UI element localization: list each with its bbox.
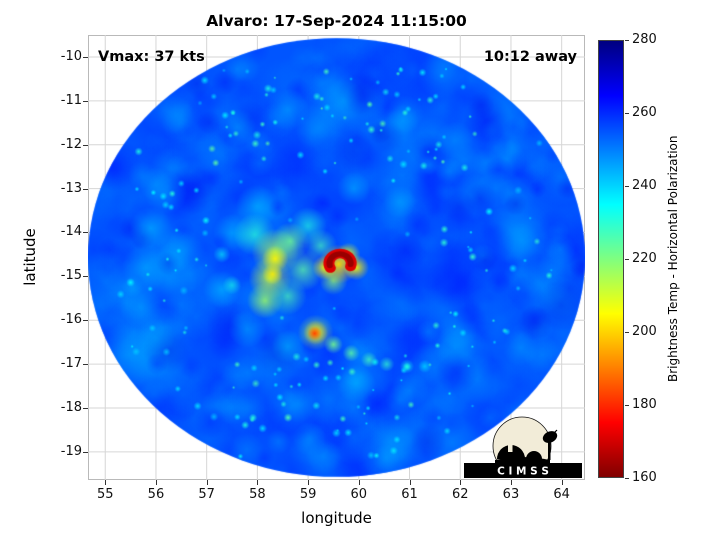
- colorbar-tick-mark: [625, 40, 629, 41]
- y-axis-label: latitude: [21, 228, 39, 286]
- x-tick-label: 60: [350, 487, 368, 502]
- y-tick-label: -11: [60, 92, 82, 108]
- cimss-logo: C I M S S: [464, 416, 582, 478]
- y-tick-mark: [83, 100, 88, 102]
- x-tick-mark: [409, 480, 411, 485]
- colorbar-tick-mark: [625, 259, 629, 260]
- x-tick-mark: [155, 480, 157, 485]
- colorbar-tick-label: 200: [632, 324, 657, 339]
- x-tick-mark: [460, 480, 462, 485]
- x-tick-mark: [257, 480, 259, 485]
- y-tick-mark: [83, 320, 88, 322]
- x-tick-mark: [308, 480, 310, 485]
- x-tick-label: 58: [249, 487, 266, 502]
- x-tick-mark: [510, 480, 512, 485]
- y-tick-mark: [83, 408, 88, 410]
- cimss-logo-banner: [464, 463, 582, 478]
- antenna-tower-icon: [548, 442, 551, 460]
- x-tick-label: 63: [502, 487, 520, 502]
- y-tick-mark: [83, 364, 88, 366]
- y-tick-label: -15: [60, 268, 82, 284]
- vmax-annotation: Vmax: 37 kts: [98, 49, 205, 65]
- x-tick-label: 62: [451, 487, 469, 502]
- colorbar-tick-mark: [625, 332, 629, 333]
- x-tick-mark: [105, 480, 107, 485]
- y-tick-mark: [83, 144, 88, 146]
- colorbar: [598, 40, 624, 478]
- y-tick-label: -18: [60, 400, 82, 416]
- x-tick-label: 57: [198, 487, 215, 502]
- colorbar-tick-label: 280: [632, 32, 657, 47]
- y-tick-label: -13: [60, 180, 82, 196]
- y-tick-mark: [83, 188, 88, 190]
- dome-slit: [508, 443, 513, 452]
- y-tick-label: -17: [60, 356, 82, 372]
- colorbar-tick-label: 160: [632, 470, 657, 485]
- colorbar-tick-label: 240: [632, 178, 657, 193]
- colorbar-tick-label: 260: [632, 105, 657, 120]
- y-tick-mark: [83, 56, 88, 58]
- small-dome-icon: [526, 451, 542, 459]
- x-tick-label: 59: [299, 487, 317, 502]
- x-tick-label: 61: [401, 487, 418, 502]
- y-tick-mark: [83, 451, 88, 453]
- colorbar-tick-mark: [625, 405, 629, 406]
- time-offset-annotation: 10:12 away: [483, 49, 577, 65]
- page-title: Alvaro: 17-Sep-2024 11:15:00: [206, 12, 467, 30]
- x-tick-mark: [358, 480, 360, 485]
- colorbar-tick-label: 180: [632, 397, 657, 412]
- colorbar-tick-label: 220: [632, 251, 657, 266]
- y-tick-label: -12: [60, 136, 82, 152]
- satellite-heatmap-canvas: [88, 35, 585, 480]
- colorbar-label: Brightness Temp - Horizontal Polarizatio…: [666, 135, 680, 383]
- x-tick-label: 56: [147, 487, 165, 502]
- y-tick-label: -10: [60, 48, 82, 64]
- colorbar-tick-mark: [625, 478, 629, 479]
- x-tick-mark: [206, 480, 208, 485]
- x-tick-label: 55: [96, 487, 114, 502]
- y-tick-mark: [83, 232, 88, 234]
- colorbar-tick-mark: [625, 186, 629, 187]
- y-tick-label: -16: [60, 312, 82, 328]
- y-tick-label: -19: [60, 443, 82, 459]
- x-tick-label: 64: [553, 487, 570, 502]
- y-tick-mark: [83, 276, 88, 278]
- x-axis-label: longitude: [301, 509, 372, 527]
- dish-feed-line: [549, 429, 558, 438]
- y-tick-label: -14: [60, 224, 82, 240]
- cimss-logo-text: C I M S S: [497, 466, 549, 478]
- x-tick-mark: [561, 480, 563, 485]
- colorbar-tick-mark: [625, 113, 629, 114]
